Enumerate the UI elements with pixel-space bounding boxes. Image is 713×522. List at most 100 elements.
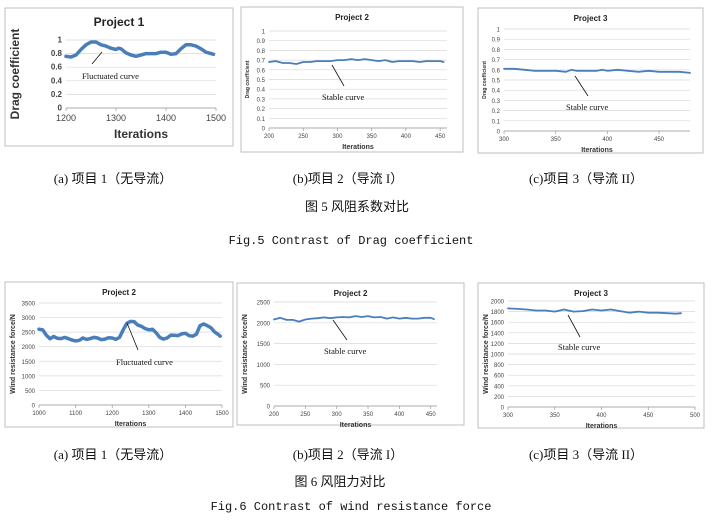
chart1-y-tick-label: 0.2 xyxy=(51,90,63,99)
chart1-y-axis-label: Drag coefficient xyxy=(8,29,22,120)
caption-5b: (b)项目 2（导流 I） xyxy=(292,171,404,186)
chart6-y-tick-label: 400 xyxy=(494,384,505,390)
chart3-x-tick-label: 400 xyxy=(602,137,613,143)
chart6-y-tick-label: 2000 xyxy=(491,300,505,306)
chart1-y-tick-label: 0.4 xyxy=(51,76,63,85)
chart6-x-tick-label: 450 xyxy=(643,413,654,419)
chart6-title: Project 3 xyxy=(574,289,608,298)
chart3-title: Project 3 xyxy=(574,14,608,23)
chart5-y-tick-label: 500 xyxy=(260,384,271,390)
chart3-y-tick-label: 0.6 xyxy=(492,68,501,74)
chart5-y-tick-label: 1500 xyxy=(257,342,271,348)
chart3-y-tick-label: 0.3 xyxy=(492,99,501,105)
chart6-y-tick-label: 1400 xyxy=(491,331,505,337)
chart6-y-tick-label: 200 xyxy=(494,395,505,401)
chart6-x-tick-label: 300 xyxy=(503,413,514,419)
caption-6a: (a) 项目 1（无导流） xyxy=(53,447,173,462)
chart4-frame xyxy=(4,281,234,428)
chart1-y-tick-label: 0 xyxy=(58,104,63,113)
chart5-annotation-pointer xyxy=(332,319,348,341)
chart3-y-tick-label: 0.9 xyxy=(492,38,501,44)
chart5-y-tick-label: 2000 xyxy=(257,321,271,327)
chart5-y-tick-label: 2500 xyxy=(257,301,271,307)
chart6-x-axis-label: Iterations xyxy=(586,423,618,430)
chart5-x-axis-label: Iterations xyxy=(340,422,372,429)
chart2-x-tick-label: 250 xyxy=(298,134,309,140)
chart4-x-tick-label: 1400 xyxy=(179,411,193,417)
chart5-annotation-label: Stable curve xyxy=(324,346,366,356)
chart2-y-tick-label: 0.1 xyxy=(257,117,266,123)
chart6-annotation-pointer xyxy=(567,314,581,338)
chart4-y-tick-label: 500 xyxy=(25,389,36,395)
chart1-x-tick-label: 1500 xyxy=(206,113,226,123)
chart4-x-tick-label: 1500 xyxy=(215,411,229,417)
chart1-annotation-pointer xyxy=(91,51,103,65)
chart6-series-line xyxy=(507,307,682,315)
chart1-frame xyxy=(4,7,234,147)
chart6-x-tick-label: 500 xyxy=(690,413,701,419)
chart2-y-tick-label: 0.4 xyxy=(257,88,266,94)
chart2-y-axis-label: Drag coefficient xyxy=(245,60,251,98)
chart4-y-tick-label: 3000 xyxy=(22,316,36,322)
chart1-title: Project 1 xyxy=(94,15,145,29)
chart3-y-tick-label: 0.5 xyxy=(492,79,501,85)
chart1-annotation-label: Fluctuated curve xyxy=(82,71,139,81)
chart2-y-tick-label: 0 xyxy=(262,127,266,133)
chart4-y-tick-label: 1000 xyxy=(22,374,36,380)
chart4-x-tick-label: 1100 xyxy=(69,411,83,417)
chart2-y-tick-label: 0.8 xyxy=(257,49,266,55)
chart5-y-axis-label: Wind resistance force/N xyxy=(242,314,249,394)
chart6-y-tick-label: 600 xyxy=(494,374,505,380)
chart2-title: Project 2 xyxy=(335,13,369,22)
chart3-y-tick-label: 0.2 xyxy=(492,109,501,115)
chart3-y-tick-label: 1 xyxy=(497,28,501,34)
chart2-y-tick-label: 0.7 xyxy=(257,59,266,65)
chart2-y-tick-label: 1 xyxy=(262,30,266,36)
figure6-title-en: Fig.6 Contrast of wind resistance force xyxy=(210,500,492,514)
caption-6c: (c)项目 3（导流 II） xyxy=(528,447,644,462)
chart2-x-tick-label: 300 xyxy=(332,134,343,140)
chart6-y-tick-label: 800 xyxy=(494,363,505,369)
chart3-annotation-label: Stable curve xyxy=(566,102,608,112)
chart5-x-tick-label: 350 xyxy=(363,412,374,418)
chart2-x-tick-label: 450 xyxy=(435,134,446,140)
chart2-x-tick-label: 200 xyxy=(264,134,275,140)
chart6-annotation-label: Stable curve xyxy=(558,342,600,352)
chart1-y-tick-label: 1 xyxy=(58,36,63,45)
chart5-x-tick-label: 200 xyxy=(269,412,280,418)
chart3-annotation-pointer xyxy=(574,75,589,97)
chart2-annotation-label: Stable curve xyxy=(322,92,364,102)
chart4-y-tick-label: 2000 xyxy=(22,345,36,351)
chart4-annotation-label: Fluctuated curve xyxy=(116,357,173,367)
chart6-x-tick-label: 400 xyxy=(596,413,607,419)
caption-6b: (b)项目 2（导流 I） xyxy=(292,447,404,462)
chart5-frame xyxy=(236,282,465,426)
chart3-y-tick-label: 0.7 xyxy=(492,58,501,64)
chart2-annotation-pointer xyxy=(331,64,345,87)
chart3-x-axis-label: Iterations xyxy=(581,147,613,154)
caption-5c: (c)项目 3（导流 II） xyxy=(528,171,644,186)
chart1-x-tick-label: 1300 xyxy=(106,113,126,123)
chart4-x-tick-label: 1300 xyxy=(142,411,156,417)
chart4-x-tick-label: 1200 xyxy=(106,411,120,417)
chart3-x-tick-label: 350 xyxy=(551,137,562,143)
chart6-y-tick-label: 1200 xyxy=(491,342,505,348)
chart5-y-tick-label: 0 xyxy=(267,405,271,411)
chart4-x-axis-label: Iterations xyxy=(115,421,147,428)
chart1-x-axis-label: Iterations xyxy=(114,127,168,141)
chart4-y-tick-label: 1500 xyxy=(22,360,36,366)
chart5-title: Project 2 xyxy=(334,289,368,298)
chart1-y-tick-label: 0.8 xyxy=(51,49,63,58)
chart4-y-axis-label: Wind resistance force/N xyxy=(10,314,17,394)
chart5-y-tick-label: 1000 xyxy=(257,363,271,369)
chart1-y-tick-label: 0.6 xyxy=(51,63,63,72)
chart4-x-tick-label: 1000 xyxy=(32,411,46,417)
chart6-y-tick-label: 1600 xyxy=(491,321,505,327)
caption-5a: (a) 项目 1（无导流） xyxy=(53,171,173,186)
chart3-y-tick-label: 0.1 xyxy=(492,119,501,125)
chart1-x-tick-label: 1400 xyxy=(156,113,176,123)
chart2-y-tick-label: 0.5 xyxy=(257,78,266,84)
chart6-y-tick-label: 1000 xyxy=(491,353,505,359)
figure5-title-en: Fig.5 Contrast of Drag coefficient xyxy=(228,234,474,248)
chart1-x-tick-label: 1200 xyxy=(56,113,76,123)
